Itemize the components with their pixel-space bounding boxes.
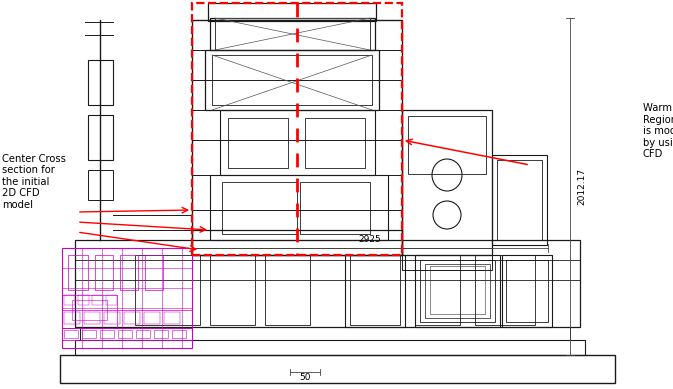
Bar [60, 355, 615, 383]
Bar [62, 295, 117, 328]
Bar [492, 155, 547, 245]
Bar [210, 18, 375, 50]
Bar [62, 248, 192, 348]
Bar [210, 255, 255, 325]
Bar [425, 264, 490, 318]
Text: 50: 50 [299, 373, 311, 382]
Bar [205, 50, 379, 110]
Bar [497, 160, 542, 240]
Bar [68, 255, 88, 290]
Bar [136, 330, 150, 338]
Bar [64, 295, 75, 305]
Bar [75, 240, 580, 327]
Bar [104, 312, 120, 324]
Bar [345, 255, 405, 327]
Bar [72, 300, 107, 320]
Bar [64, 312, 80, 324]
Bar [62, 328, 192, 340]
Bar [95, 255, 113, 290]
Bar [124, 312, 140, 324]
Bar [144, 312, 160, 324]
Bar [222, 182, 297, 234]
Bar [506, 260, 548, 322]
Bar [106, 295, 117, 305]
Bar [88, 60, 113, 105]
Bar [265, 255, 310, 325]
Bar [75, 340, 585, 355]
Bar [82, 330, 96, 338]
Bar [64, 330, 78, 338]
Bar [350, 255, 400, 325]
Bar [475, 255, 535, 325]
Bar [78, 295, 89, 305]
Bar [408, 116, 486, 174]
Bar [415, 255, 460, 325]
Bar [402, 248, 492, 270]
Bar [135, 255, 200, 325]
Bar [420, 260, 495, 322]
Bar [100, 330, 114, 338]
Bar [88, 115, 113, 160]
Text: 2925: 2925 [359, 235, 382, 244]
Bar [210, 175, 388, 240]
Bar [172, 330, 186, 338]
Bar [430, 266, 485, 314]
Bar [88, 170, 113, 200]
Bar [212, 55, 372, 105]
Bar [402, 110, 492, 255]
Bar [84, 312, 100, 324]
Bar [220, 110, 375, 175]
Bar [305, 118, 365, 168]
Bar [62, 310, 192, 328]
Bar [120, 255, 138, 290]
Bar [192, 3, 402, 255]
Text: Center Cross
section for
the initial
2D CFD
model: Center Cross section for the initial 2D … [2, 154, 66, 210]
Bar [300, 182, 370, 234]
Bar [502, 255, 552, 327]
Text: 2012.17: 2012.17 [577, 167, 586, 205]
Bar [192, 230, 402, 255]
Bar [92, 295, 103, 305]
Bar [154, 330, 168, 338]
Bar [192, 20, 402, 255]
Bar [228, 118, 288, 168]
Text: Warm Air
Region that
is modeled
by using
CFD: Warm Air Region that is modeled by using… [643, 103, 673, 159]
Bar [118, 330, 132, 338]
Bar [80, 327, 570, 340]
Bar [415, 255, 500, 327]
Bar [164, 312, 180, 324]
Bar [208, 3, 376, 21]
Bar [215, 18, 370, 50]
Bar [145, 255, 163, 290]
